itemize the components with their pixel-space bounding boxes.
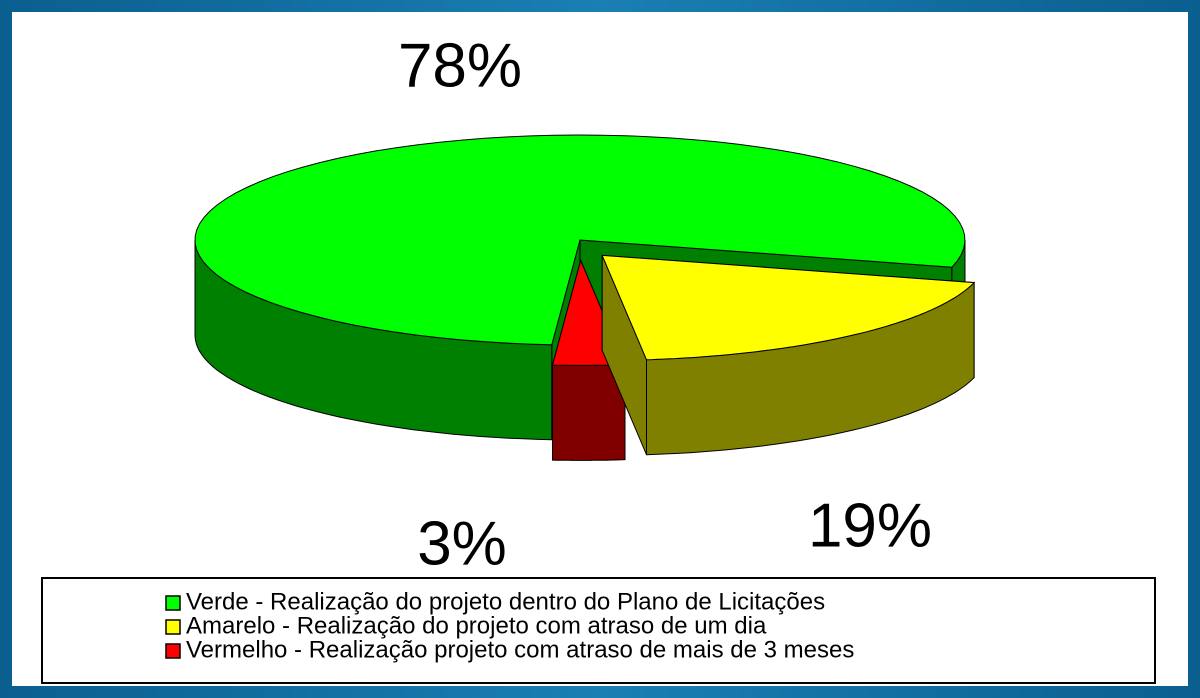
slice-top	[601, 254, 976, 361]
legend-label: Verde - Realização do projeto dentro do …	[186, 588, 825, 615]
legend-swatch	[165, 595, 181, 611]
value-label: 19%	[808, 491, 932, 560]
legend-box	[41, 577, 1156, 684]
legend-swatch	[165, 643, 181, 659]
slice-top	[194, 134, 966, 346]
legend-swatch	[165, 619, 181, 635]
pie: 78% 19% 3%	[194, 31, 976, 578]
legend: Verde - Realização do projeto dentro do …	[165, 588, 854, 663]
legend-label: Vermelho - Realização projeto com atraso…	[186, 636, 854, 663]
value-label: 3%	[417, 509, 507, 578]
legend-label: Amarelo - Realização do projeto com atra…	[186, 612, 767, 639]
value-label: 78%	[398, 31, 522, 100]
